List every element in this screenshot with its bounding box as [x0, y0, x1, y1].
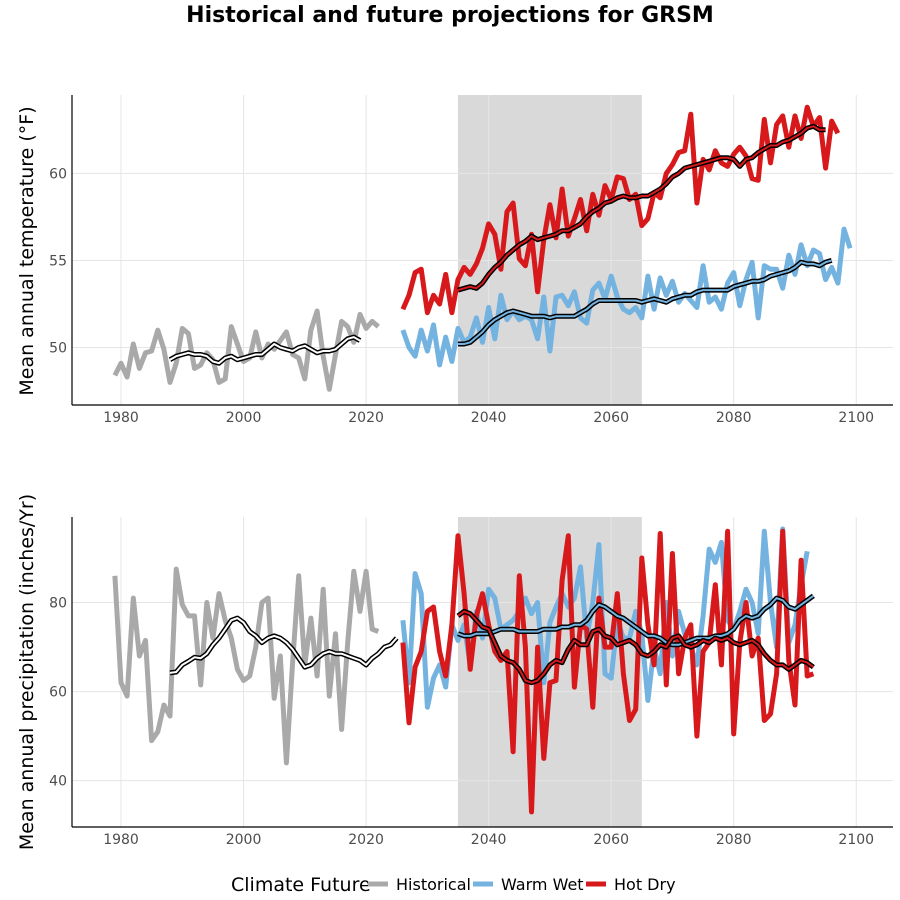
precip-x-tick-label: 2060	[593, 832, 629, 848]
legend-label-warm-wet: Warm Wet	[501, 875, 584, 894]
precip-smooth-warm_wet	[457, 594, 814, 646]
temp-series-historical	[112, 308, 380, 392]
temp-x-tick-label: 2040	[471, 410, 507, 426]
precip-y-tick-label: 40	[49, 774, 67, 790]
precip-series-historical	[112, 566, 380, 766]
precip-x-tick-label: 2100	[838, 832, 874, 848]
temp-x-tick-label: 2080	[716, 410, 752, 426]
temp-smooth-hot_dry	[457, 125, 826, 292]
legend: Climate Future Historical Warm Wet Hot D…	[231, 874, 676, 896]
legend-title: Climate Future	[231, 874, 371, 896]
precip-smooth-historical	[169, 617, 398, 674]
temp-shaded-period	[457, 95, 642, 405]
temp-y-tick-label: 60	[49, 166, 67, 182]
precip-x-tick-label: 1980	[103, 832, 139, 848]
temp-series-warm_wet	[400, 226, 853, 368]
temp-x-tick-label: 1980	[103, 410, 139, 426]
precip-smooth-hot_dry	[457, 610, 814, 684]
temp-x-tick-label: 2060	[593, 410, 629, 426]
chart-title: Historical and future projections for GR…	[186, 3, 714, 28]
temperature-y-axis-label: Mean annual temperature (°F)	[16, 106, 38, 395]
temp-smooth-warm_wet	[458, 259, 832, 345]
precip-x-tick-label: 2000	[226, 832, 262, 848]
temp-smooth-historical	[169, 336, 361, 365]
legend-label-historical: Historical	[396, 875, 471, 894]
temp-series-hot_dry	[400, 104, 841, 316]
temperature-panel: Mean annual temperature (°F) 1980 2000 202…	[16, 95, 893, 426]
temp-y-tick-label: 55	[49, 253, 67, 269]
precip-series-hot_dry	[400, 528, 815, 815]
precip-x-tick-label: 2040	[471, 832, 507, 848]
precipitation-y-axis-label: Mean annual precipitation (inches/Yr)	[16, 494, 38, 850]
precip-y-tick-label: 60	[49, 685, 67, 701]
precip-y-tick-label: 80	[49, 596, 67, 612]
temp-x-tick-label: 2100	[838, 410, 874, 426]
precip-x-tick-label: 2020	[348, 832, 384, 848]
temp-x-tick-label: 2020	[348, 410, 384, 426]
precipitation-panel: Mean annual precipitation (inches/Yr) 19…	[16, 494, 893, 850]
temp-y-tick-label: 50	[49, 341, 67, 357]
temp-x-tick-label: 2000	[226, 410, 262, 426]
legend-label-hot-dry: Hot Dry	[614, 875, 676, 894]
precip-x-tick-label: 2080	[716, 832, 752, 848]
